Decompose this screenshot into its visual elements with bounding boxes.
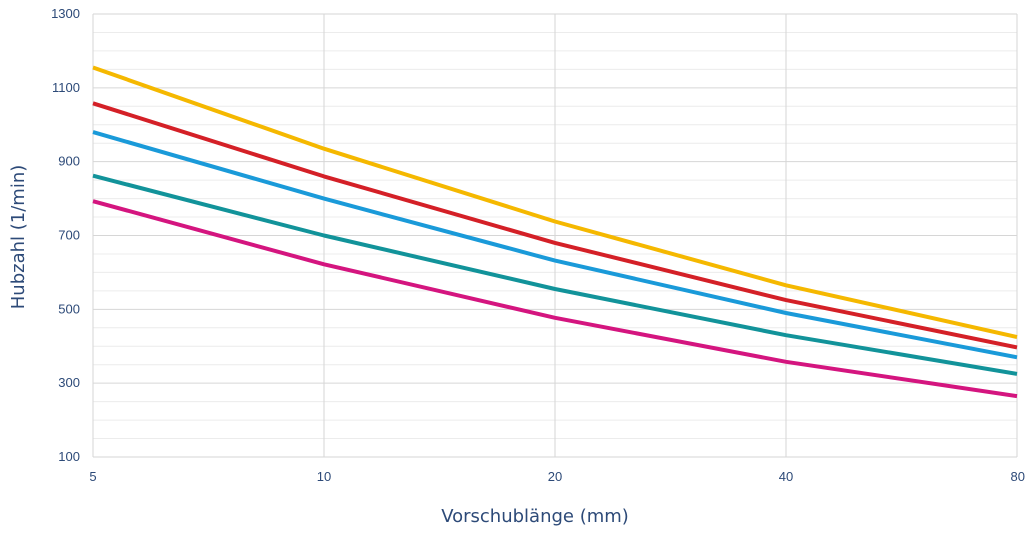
y-tick-label: 100 — [58, 449, 80, 464]
y-axis-ticks: 100 300 500 700 900 1100 1300 — [51, 6, 80, 464]
x-tick-label: 10 — [317, 469, 331, 484]
major-gridlines — [92, 13, 1018, 458]
y-tick-label: 300 — [58, 375, 80, 390]
x-axis-title: Vorschublänge (mm) — [441, 506, 629, 527]
y-tick-label: 500 — [58, 301, 80, 316]
y-axis-title: Hubzahl (1/min) — [8, 165, 29, 309]
y-tick-label: 1100 — [52, 80, 80, 95]
series-line-2 — [92, 101, 1018, 350]
x-tick-label: 5 — [89, 469, 96, 484]
series-line-1 — [92, 65, 1018, 339]
series-line-4 — [92, 173, 1018, 376]
series-line-5 — [92, 199, 1018, 399]
x-tick-label: 80 — [1011, 469, 1025, 484]
y-tick-label: 1300 — [51, 6, 80, 21]
x-tick-label: 40 — [779, 469, 793, 484]
y-tick-label: 900 — [58, 154, 80, 169]
x-tick-label: 20 — [548, 469, 562, 484]
x-axis-ticks: 5 10 20 40 80 — [89, 469, 1025, 484]
series-line-3 — [92, 130, 1018, 360]
y-tick-label: 700 — [58, 228, 80, 243]
series-lines — [92, 65, 1018, 399]
